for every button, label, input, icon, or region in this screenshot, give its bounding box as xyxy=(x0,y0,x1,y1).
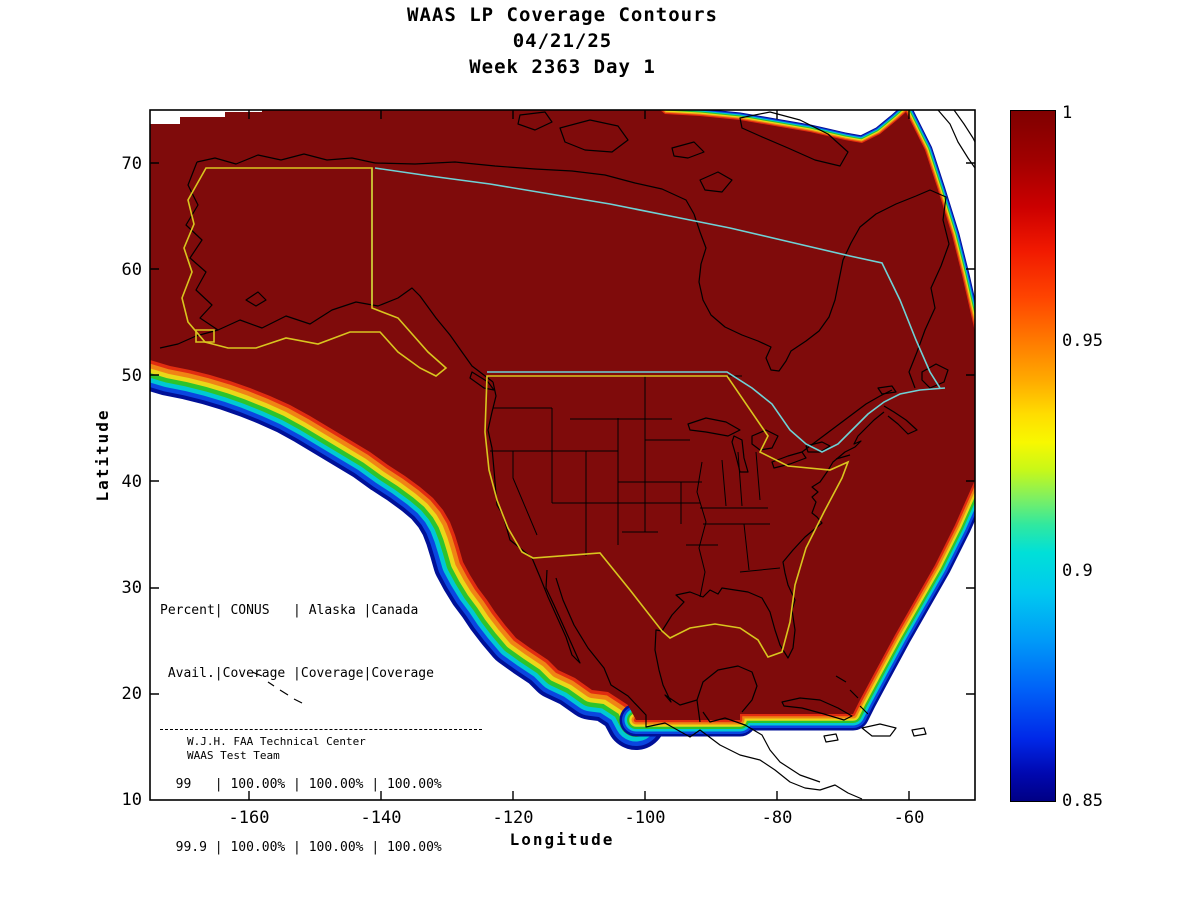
y-tick: 10 xyxy=(122,790,142,810)
colorbar-tick-label: 1 xyxy=(1062,103,1073,123)
colorbar-tick-label: 0.85 xyxy=(1062,791,1103,811)
y-tick: 20 xyxy=(122,684,142,704)
credit-line: W.J.H. FAA Technical Center xyxy=(187,735,366,748)
x-tick-labels: -160 -140 -120 -100 -80 -60 xyxy=(229,808,925,828)
x-tick: -80 xyxy=(762,808,793,828)
axis-ticks xyxy=(150,110,975,800)
chart-date: 04/21/25 xyxy=(512,30,613,52)
credit-line: WAAS Test Team xyxy=(187,749,280,762)
y-axis-label: Latitude xyxy=(93,408,112,501)
table-row: 99.9 | 100.00% | 100.00% | 100.00% xyxy=(160,840,442,855)
colorbar-tick-label: 0.95 xyxy=(1062,331,1103,351)
y-tick: 70 xyxy=(122,154,142,174)
colorbar xyxy=(1010,110,1056,802)
y-tick: 40 xyxy=(122,472,142,492)
y-tick: 60 xyxy=(122,260,142,280)
credit-text: W.J.H. FAA Technical Center WAAS Test Te… xyxy=(187,735,366,763)
table-header-row: Percent| CONUS | Alaska |Canada xyxy=(160,603,419,618)
plot-area xyxy=(150,110,975,800)
x-tick: -140 xyxy=(361,808,402,828)
chart-week-day: Week 2363 Day 1 xyxy=(469,56,656,78)
x-tick: -60 xyxy=(894,808,925,828)
x-tick: -100 xyxy=(625,808,666,828)
coverage-statistics-table: Percent| CONUS | Alaska |Canada Avail.|C… xyxy=(160,558,482,900)
x-tick: -160 xyxy=(229,808,270,828)
y-tick: 30 xyxy=(122,578,142,598)
table-header-row: Avail.|Coverage |Coverage|Coverage xyxy=(160,666,434,681)
table-row: 99 | 100.00% | 100.00% | 100.00% xyxy=(160,777,442,792)
chart-title: WAAS LP Coverage Contours xyxy=(407,4,718,26)
plot-frame xyxy=(149,109,976,801)
coverage-region xyxy=(150,110,975,720)
x-tick: -120 xyxy=(493,808,534,828)
table-separator xyxy=(160,729,482,730)
conus-alaska-boundary-yellow xyxy=(181,167,850,658)
colorbar-tick-label: 0.9 xyxy=(1062,561,1093,581)
y-tick: 50 xyxy=(122,366,142,386)
x-axis-label: Longitude xyxy=(510,830,615,849)
y-tick-labels: 70 60 50 40 30 20 10 xyxy=(122,154,142,810)
